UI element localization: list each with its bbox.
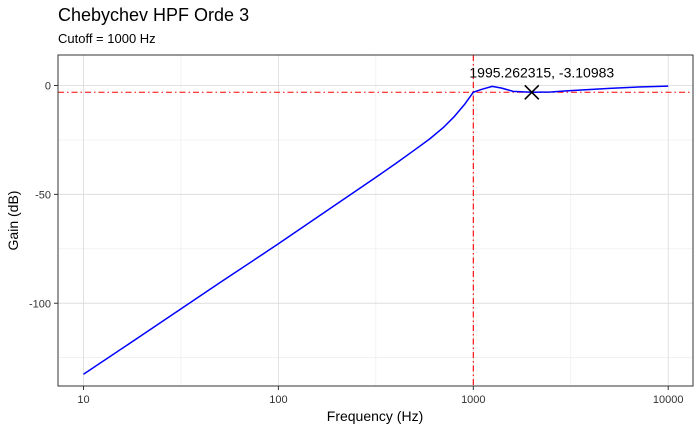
- x-tick-label: 1000: [461, 394, 485, 406]
- y-tick-label: -50: [35, 189, 51, 201]
- marker-stroke: [524, 84, 540, 100]
- plot-panel-border: [57, 54, 694, 387]
- marker-layer: 1995.262315, -3.10983: [469, 64, 614, 100]
- y-tick-label: -100: [29, 298, 51, 310]
- x-axis-title: Frequency (Hz): [327, 408, 423, 424]
- x-axis: 10 100 1000 10000: [77, 386, 684, 406]
- y-axis-title: Gain (dB): [5, 191, 21, 251]
- x-tick-label: 10000: [653, 394, 684, 406]
- x-tick-label: 10: [77, 394, 89, 406]
- grid-lines: [58, 55, 693, 386]
- chart-subtitle: Cutoff = 1000 Hz: [58, 31, 156, 46]
- reference-lines: [58, 55, 693, 386]
- y-tick-label: 0: [45, 80, 51, 92]
- x-tick-label: 100: [269, 394, 287, 406]
- series-layer: [83, 85, 669, 375]
- y-axis: 0 -50 -100: [29, 80, 58, 310]
- point-marker: [524, 84, 540, 100]
- gain-response-line: [83, 85, 669, 375]
- point-annotation: 1995.262315, -3.10983: [469, 64, 614, 80]
- chart-title: Chebychev HPF Orde 3: [58, 5, 249, 25]
